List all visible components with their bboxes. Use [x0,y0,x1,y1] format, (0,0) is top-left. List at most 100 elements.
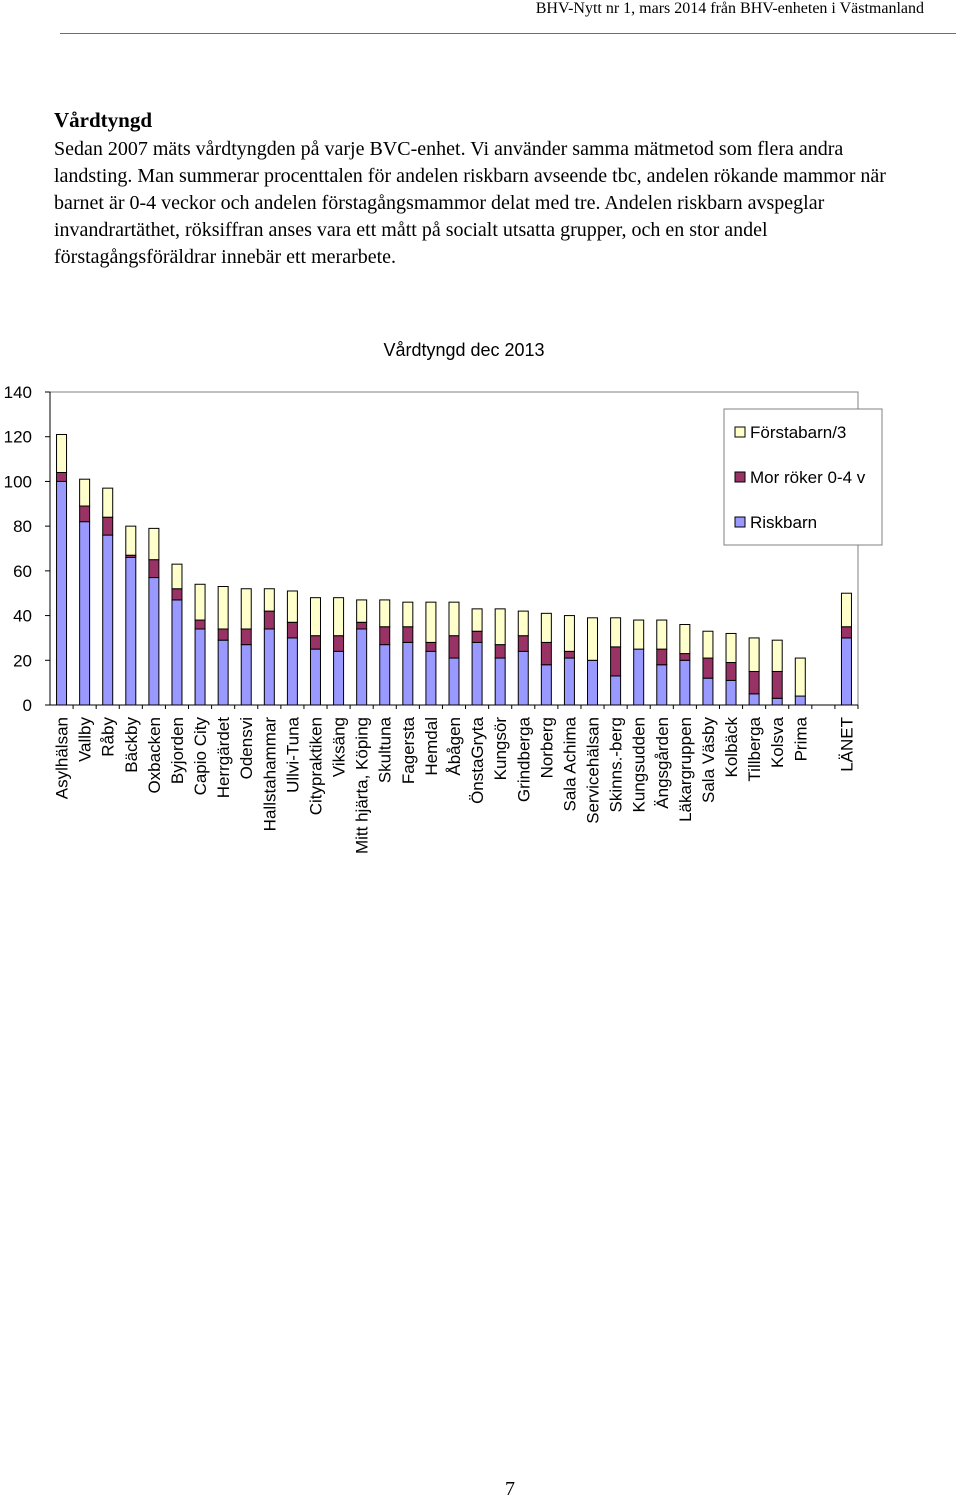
x-tick-label: Asylhälsan [53,717,72,799]
bar-segment [517,610,529,637]
chart-title: Vårdtyngd dec 2013 [383,340,544,360]
bar-segment [333,635,345,652]
x-tick-label: Bäckby [122,717,141,773]
bar-segment [240,644,252,706]
bar-segment [425,601,437,643]
x-tick-label: Kungsudden [630,717,649,812]
header-text: BHV-Nytt nr 1, mars 2014 från BHV-enhete… [535,0,924,17]
bar-segment [656,648,668,666]
bar-segment [356,628,368,706]
bar-segment [517,635,529,652]
page-header: BHV-Nytt nr 1, mars 2014 från BHV-enhete… [60,0,956,34]
bar-segment [494,608,506,646]
x-tick-label: Capio City [191,717,210,796]
x-tick-label: Sala Väsby [699,717,718,803]
bar-segment [217,628,229,641]
x-tick-label: Hemdal [422,717,441,776]
y-tick-label: 0 [23,696,32,715]
x-tick-label: Kolbäck [722,717,741,778]
bar-segment [471,630,483,643]
bar-segment [748,637,760,672]
bar-segment [610,675,622,706]
bar-segment [263,610,275,630]
bar-segment [217,586,229,630]
bar-segment [840,592,852,628]
bar-segment [517,650,529,706]
x-tick-label: Servicehälsan [584,717,603,824]
legend-box [723,408,883,546]
y-tick-label: 140 [4,383,32,402]
bar-segment [494,644,506,659]
x-tick-label: Mitt hjärta, Köping [353,717,372,854]
x-tick-label: Viksäng [330,717,349,777]
bar-segment [563,657,575,706]
bar-segment [102,534,114,706]
x-axis-labels: Asylhälsan Vallby Råby Bäckby Oxbacken Byjord… [53,716,857,854]
x-tick-label: Ullvi-Tuna [283,716,302,792]
x-tick-label: Råby [99,717,118,757]
bar-segment [540,612,552,643]
x-tick-label: Kolsva [768,716,787,768]
legend-swatch [734,516,746,528]
bar-segment [379,599,391,628]
bar-segment [656,619,668,650]
bar-segment [702,677,714,706]
bar-segment [171,588,183,601]
bar-segment [748,670,760,695]
y-tick-label: 20 [13,651,32,670]
stacked-bar-chart: Vårdtyngd dec 2013 0 20 40 60 80 100 120 140 As… [0,320,960,890]
bar-segment [794,657,806,697]
bar-segment [610,617,622,648]
x-tick-label: LÄNET [837,717,856,772]
legend-swatch [734,471,746,483]
x-tick-label: Vallby [76,717,95,763]
bar-segment [587,659,599,706]
bar-segment [840,626,852,639]
bar-segment [425,650,437,706]
bar-segment [679,659,691,706]
bar-segment [125,525,137,556]
bar-segment [656,664,668,706]
x-tick-label: Skultuna [376,716,395,783]
y-tick-label: 40 [13,607,32,626]
bar-segment [263,588,275,612]
bar-segment [56,480,68,706]
bar-segment [840,637,852,706]
bar-segment [148,559,160,579]
bar-segment [79,521,91,706]
chart-bars [56,433,859,709]
bar-segment [702,630,714,659]
bar-segment [471,641,483,706]
y-tick-label: 120 [4,428,32,447]
bar-segment [79,505,91,523]
x-tick-label: Kungsör [491,717,510,781]
bar-segment [563,650,575,659]
bar-segment [563,615,575,652]
x-tick-label: Tillberga [745,716,764,781]
x-tick-label: ÖnstaGryta [468,716,487,803]
bar-segment [309,648,321,706]
bar-segment [194,628,206,706]
bar-segment [171,599,183,706]
bar-segment [402,641,414,706]
bar-segment [286,637,298,706]
bar-segment [240,628,252,646]
bar-segment [540,664,552,706]
bar-segment [240,588,252,630]
bar-segment [379,644,391,706]
bar-segment [56,471,68,482]
bar-segment [402,601,414,628]
bar-segment [379,626,391,646]
bar-segment [148,527,160,561]
chart-legend: Förstabarn/3 Mor röker 0-4 v Riskbarn [723,408,883,546]
bar-segment [56,433,68,473]
bar-segment [356,599,368,623]
bar-segment [102,516,114,536]
bar-segment [771,639,783,672]
y-tick-label: 100 [4,472,32,491]
bar-segment [633,619,645,650]
page-number: 7 [505,1478,515,1500]
bar-segment [471,608,483,632]
bar-segment [333,650,345,706]
x-tick-label: Hallstahammar [260,717,279,832]
